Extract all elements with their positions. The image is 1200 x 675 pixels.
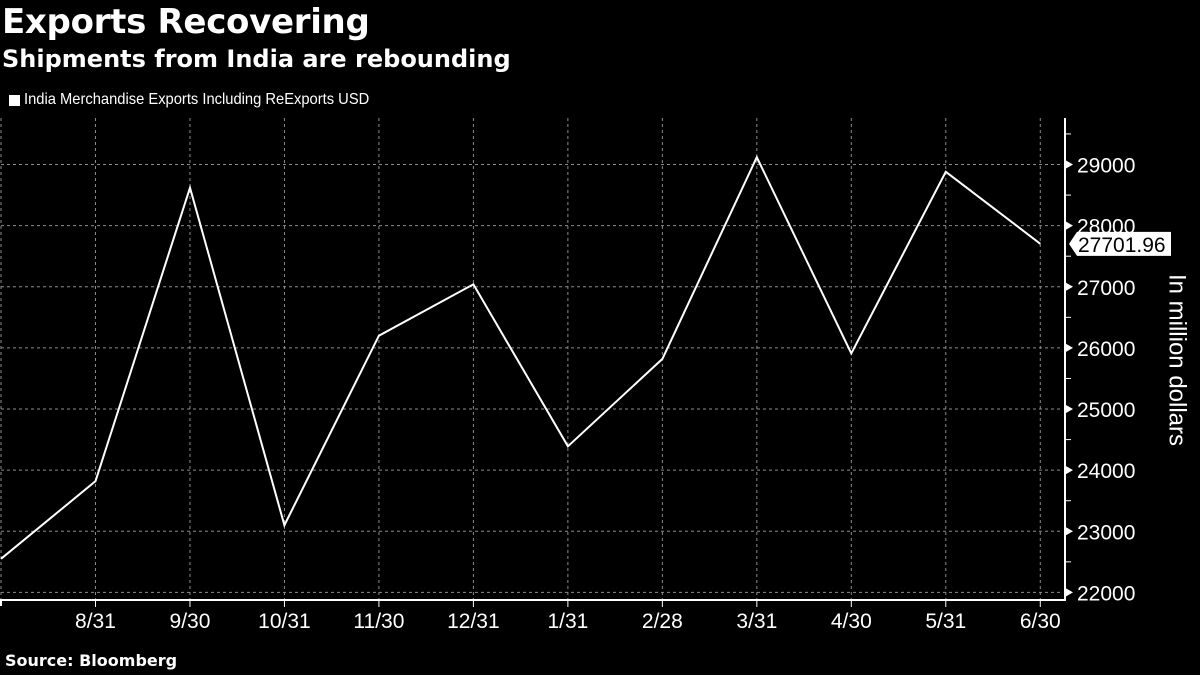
x-tick-label: 5/31 — [925, 610, 966, 633]
chart-subtitle: Shipments from India are rebounding — [2, 45, 511, 73]
y-tick-label: 25000 — [1077, 399, 1135, 422]
last-value-label: 27701.96 — [1078, 234, 1166, 257]
data-line — [0, 154, 1041, 560]
legend-swatch-icon — [9, 94, 20, 106]
y-tick-label: 27000 — [1077, 277, 1135, 300]
x-tick-label: 2/28 — [642, 610, 683, 633]
x-tick-label: 6/30 — [1020, 610, 1061, 633]
x-tick-label: 3/31 — [736, 610, 777, 633]
legend-label: India Merchandise Exports Including ReEx… — [24, 91, 370, 108]
grid — [0, 118, 1063, 600]
last-value-marker: 27701.96 — [1069, 231, 1171, 257]
axes — [0, 118, 1073, 607]
y-tick-label: 22000 — [1077, 582, 1135, 605]
x-tick-label: 11/30 — [353, 610, 404, 633]
y-tick-label: 29000 — [1077, 155, 1135, 178]
x-tick-label: 1/31 — [547, 610, 588, 633]
x-tick-label: 4/30 — [831, 610, 872, 633]
x-tick-label: 12/31 — [447, 610, 500, 633]
legend: India Merchandise Exports Including ReEx… — [9, 89, 399, 111]
chart-title: Exports Recovering — [2, 2, 370, 42]
x-tick-label: 9/30 — [170, 610, 211, 633]
y-tick-label: 24000 — [1077, 460, 1135, 483]
source-note: Source: Bloomberg — [5, 651, 178, 670]
x-tick-label: 10/31 — [258, 610, 311, 633]
x-tick-labels: 8/31 9/30 10/31 11/30 12/31 1/31 2/28 3/31 4/30 5… — [75, 610, 1061, 633]
y-axis-label: In million dollars — [1164, 274, 1191, 446]
y-tick-label: 26000 — [1077, 338, 1135, 361]
x-tick-label: 8/31 — [75, 610, 116, 633]
y-tick-label: 23000 — [1077, 521, 1135, 544]
